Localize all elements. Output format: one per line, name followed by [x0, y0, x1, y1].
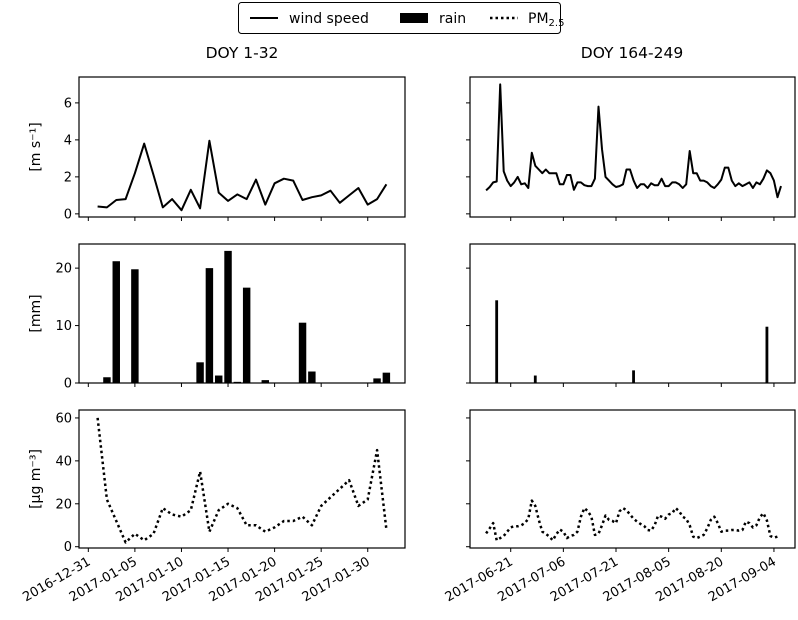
pm25-line: [96, 417, 388, 544]
column-title-left: DOY 1-32: [206, 44, 279, 62]
rain-bar: [765, 326, 769, 383]
rain-bar: [214, 375, 223, 383]
y-axis-label: [µg m⁻³]: [28, 449, 44, 509]
y-tick-label: 0: [64, 540, 72, 555]
rain-bar: [298, 322, 307, 383]
rain-bar: [112, 261, 120, 383]
legend-wind-label: wind speed: [289, 11, 369, 27]
legend-rain-label: rain: [439, 11, 466, 27]
rain-bar: [205, 268, 214, 383]
y-tick-label: 20: [55, 262, 72, 277]
rain-bar: [131, 269, 139, 383]
y-tick-label: 40: [55, 454, 72, 469]
rain-bar: [632, 370, 635, 383]
panel-rain-right: [466, 243, 796, 387]
rain-bar: [261, 380, 270, 383]
legend-pm-text: PM: [528, 11, 549, 27]
legend: wind speed rain PM2.5: [238, 2, 564, 34]
wind-speed-line: [97, 139, 388, 212]
rain-bar: [103, 377, 111, 383]
rain-bar: [196, 362, 204, 383]
rain-bar: [495, 300, 499, 383]
axes-frame: [469, 409, 796, 549]
rain-bar: [308, 371, 316, 383]
rain-bar: [373, 378, 381, 383]
pm25-line: [485, 499, 778, 542]
y-tick-label: 0: [64, 207, 72, 222]
rain-bar: [242, 287, 251, 383]
legend-frame: [238, 2, 561, 34]
axes-frame: [78, 409, 406, 549]
y-tick-label: 60: [55, 411, 72, 426]
panel-wind speed-left: 0 2 4 6 [m s⁻¹]: [28, 76, 406, 222]
axes-frame: [78, 243, 406, 384]
y-tick-label: 0: [64, 377, 72, 392]
y-tick-label: 10: [55, 319, 72, 334]
y-tick-label: 2: [64, 170, 72, 185]
rain-bar: [224, 250, 232, 383]
axes-frame: [78, 76, 406, 218]
rain-bar: [533, 375, 537, 383]
panel-wind speed-right: [466, 76, 796, 221]
y-axis-label: [mm]: [28, 294, 44, 332]
y-tick-label: 6: [64, 96, 72, 111]
legend-pm-subscript: 2.5: [549, 18, 565, 29]
legend-rain-swatch: [400, 13, 428, 23]
wind-speed-line: [485, 83, 782, 199]
axes-frame: [469, 76, 796, 218]
panel-rain-left: 0 10 20 [mm]: [28, 243, 406, 392]
legend-pm-label: PM2.5: [528, 11, 564, 29]
y-axis-label: [m s⁻¹]: [28, 122, 44, 171]
column-title-right: DOY 164-249: [581, 44, 683, 62]
axes-frame: [469, 243, 796, 384]
rain-bar: [382, 372, 391, 383]
y-tick-label: 4: [64, 133, 72, 148]
panel-PM25-right: 2017-06-212017-07-062017-07-212017-08-05…: [443, 409, 796, 605]
y-tick-label: 20: [55, 497, 72, 512]
